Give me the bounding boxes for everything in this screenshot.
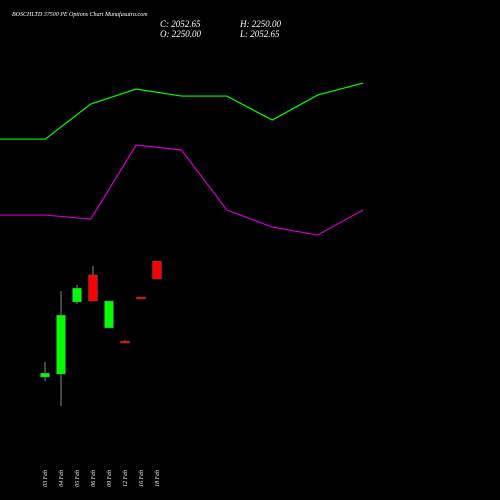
x-tick-label: 04 Feb <box>58 470 65 487</box>
indicator-line <box>0 82 364 140</box>
x-tick-label: 18 Feb <box>155 470 161 487</box>
x-tick-label: 12 Feb <box>123 470 129 487</box>
close-label: C: 2052.65 <box>160 19 201 29</box>
candle-body <box>56 314 66 375</box>
x-tick-label: 06 Feb <box>91 470 97 487</box>
chart-title: BOSCHLTD 37500 PE Options Chart Munafasu… <box>12 11 148 18</box>
x-tick-label: 03 Feb <box>43 470 49 487</box>
candle-body <box>72 287 82 303</box>
high-label: H: 2250.00 <box>239 19 281 29</box>
low-label: L: 2052.65 <box>239 29 280 39</box>
indicator-line <box>0 144 364 236</box>
candle-body <box>40 372 50 378</box>
open-label: O: 2250.00 <box>160 29 201 39</box>
candle-body <box>136 296 146 300</box>
x-tick-label: 05 Feb <box>75 470 81 487</box>
candle-body <box>120 340 130 344</box>
x-tick-label: 16 Feb <box>139 470 145 487</box>
candle-body <box>152 260 162 280</box>
x-tick-label: 09 Feb <box>107 470 113 487</box>
candle-body <box>88 274 98 302</box>
candle-body <box>104 300 114 329</box>
